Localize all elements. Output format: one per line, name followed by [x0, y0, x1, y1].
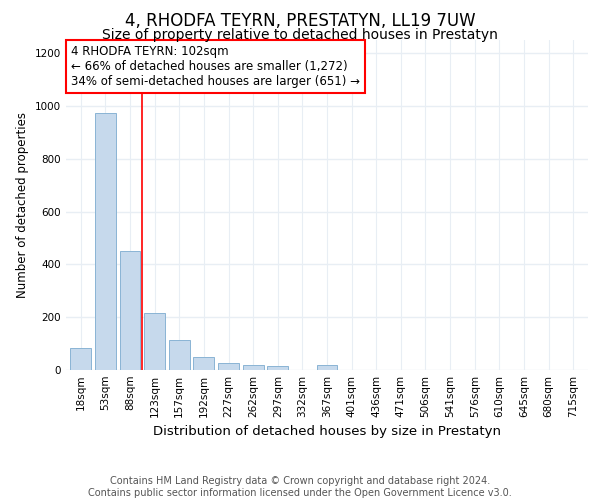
Bar	[144, 313, 165, 370]
Bar	[193, 357, 214, 370]
Bar	[267, 366, 288, 370]
Bar	[218, 364, 239, 370]
Text: Size of property relative to detached houses in Prestatyn: Size of property relative to detached ho…	[102, 28, 498, 42]
Bar	[242, 364, 263, 370]
Bar	[70, 348, 91, 370]
Y-axis label: Number of detached properties: Number of detached properties	[16, 112, 29, 298]
Bar	[119, 251, 140, 370]
Text: 4, RHODFA TEYRN, PRESTATYN, LL19 7UW: 4, RHODFA TEYRN, PRESTATYN, LL19 7UW	[125, 12, 475, 30]
Bar	[95, 112, 116, 370]
X-axis label: Distribution of detached houses by size in Prestatyn: Distribution of detached houses by size …	[153, 426, 501, 438]
Text: Contains HM Land Registry data © Crown copyright and database right 2024.
Contai: Contains HM Land Registry data © Crown c…	[88, 476, 512, 498]
Bar	[317, 364, 337, 370]
Bar	[169, 340, 190, 370]
Text: 4 RHODFA TEYRN: 102sqm
← 66% of detached houses are smaller (1,272)
34% of semi-: 4 RHODFA TEYRN: 102sqm ← 66% of detached…	[71, 45, 360, 88]
